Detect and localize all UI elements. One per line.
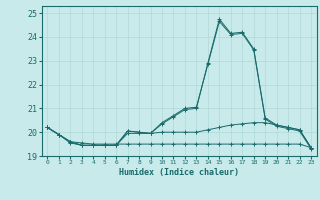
X-axis label: Humidex (Indice chaleur): Humidex (Indice chaleur) [119,168,239,177]
